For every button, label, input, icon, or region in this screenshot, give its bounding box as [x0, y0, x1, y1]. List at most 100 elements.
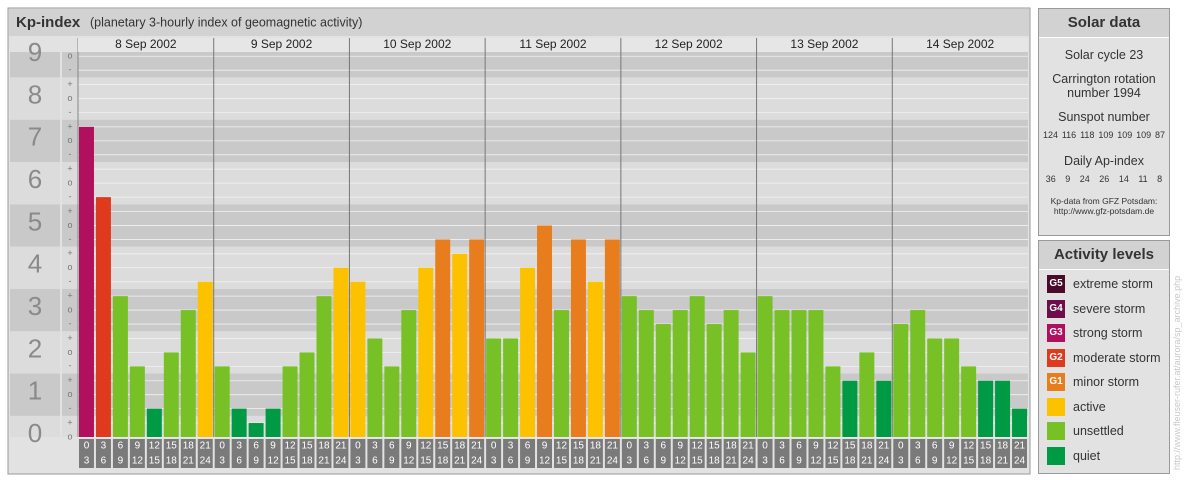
subtick-label: o: [67, 431, 72, 441]
legend-title: Activity levels: [1039, 241, 1169, 270]
legend-badge: G5: [1047, 275, 1065, 294]
interval-from: 6: [389, 441, 395, 452]
interval-from: 9: [135, 441, 141, 452]
interval-cell: [503, 439, 519, 468]
interval-from: 12: [827, 441, 839, 452]
bar: [842, 380, 858, 437]
legend-panel: Activity levels G5 extreme storm G4 severe …: [1038, 240, 1170, 474]
y-tick-label: 7: [28, 122, 42, 152]
subtick-label: +: [67, 333, 72, 343]
interval-from: 0: [219, 441, 225, 452]
subtick-label: o: [67, 178, 72, 188]
interval-cell: [587, 439, 603, 468]
sunspot-value: 109: [1098, 130, 1114, 140]
date-label: 10 Sep 2002: [383, 37, 451, 51]
source-url: http://www.gfz-potsdam.de: [1053, 206, 1155, 216]
bar: [418, 267, 434, 437]
y-tick-label: 6: [28, 164, 42, 194]
bar: [282, 366, 298, 437]
subtick-label: -: [69, 361, 72, 371]
y-tick-label: 1: [28, 376, 42, 406]
legend-badge: G3: [1047, 324, 1065, 343]
interval-to: 12: [268, 456, 280, 467]
interval-cell: [842, 439, 858, 468]
legend-badge: [1047, 422, 1065, 441]
interval-cell: [791, 439, 807, 468]
interval-to: 24: [743, 456, 755, 467]
title-bar: [9, 9, 1029, 36]
interval-cell: [859, 439, 875, 468]
subtick-label: o: [67, 304, 72, 314]
legend-item: G2 moderate storm: [1039, 346, 1169, 371]
subtick-label: -: [69, 107, 72, 117]
bar: [367, 338, 383, 437]
bar: [774, 310, 790, 437]
bar: [621, 296, 637, 437]
bar: [520, 267, 536, 437]
y-tick-label: 5: [28, 206, 42, 236]
bar: [248, 423, 264, 437]
interval-cell: [537, 439, 552, 468]
interval-from: 6: [660, 441, 666, 452]
interval-cell: [401, 439, 417, 468]
interval-cell: [604, 439, 620, 468]
subtick-label: o: [67, 262, 72, 272]
interval-to: 3: [762, 456, 768, 467]
interval-from: 21: [200, 441, 212, 452]
interval-cell: [486, 439, 502, 468]
legend-label: extreme storm: [1073, 277, 1153, 292]
interval-from: 6: [932, 441, 938, 452]
legend-item: G4 severe storm: [1039, 297, 1169, 322]
bar: [638, 310, 654, 437]
subtick-label: -: [69, 276, 72, 286]
bar: [486, 338, 502, 437]
carrington: Carrington rotation number 1994: [1052, 72, 1156, 100]
interval-to: 6: [644, 456, 650, 467]
subtick-label: -: [69, 403, 72, 413]
legend-label: quiet: [1073, 448, 1101, 463]
bar: [469, 239, 485, 437]
bar: [503, 338, 519, 437]
legend-item: G3 strong storm: [1039, 321, 1169, 346]
interval-from: 18: [726, 441, 738, 452]
interval-from: 3: [644, 441, 650, 452]
interval-cell: [961, 439, 977, 468]
legend-label: active: [1073, 399, 1106, 414]
band: [10, 162, 60, 205]
bar: [180, 310, 196, 437]
subtick-label: o: [67, 93, 72, 103]
interval-to: 3: [219, 456, 225, 467]
interval-cell: [146, 439, 162, 468]
interval-to: 12: [810, 456, 822, 467]
interval-cell: [723, 439, 739, 468]
interval-from: 12: [420, 441, 432, 452]
bar: [876, 380, 892, 437]
interval-to: 24: [200, 456, 212, 467]
y-tick-label: 0: [28, 418, 42, 448]
interval-cell: [333, 439, 349, 468]
interval-cell: [384, 439, 400, 468]
subtick-label: o: [67, 220, 72, 230]
interval-to: 18: [573, 456, 585, 467]
interval-from: 9: [270, 441, 276, 452]
bar: [893, 324, 909, 437]
interval-to: 18: [301, 456, 313, 467]
interval-to: 21: [183, 456, 195, 467]
interval-from: 21: [471, 441, 483, 452]
interval-cell: [570, 439, 586, 468]
ap-value: 36: [1045, 174, 1056, 184]
bar: [1012, 408, 1027, 437]
interval-cell: [774, 439, 790, 468]
interval-cell: [299, 439, 315, 468]
interval-from: 12: [692, 441, 704, 452]
interval-to: 15: [284, 456, 296, 467]
legend-badge: G4: [1047, 299, 1065, 318]
legend-item: G5 extreme storm: [1039, 272, 1169, 297]
interval-cell: [367, 439, 383, 468]
legend-label: severe storm: [1073, 301, 1146, 316]
interval-cell: [418, 439, 434, 468]
interval-to: 21: [997, 456, 1009, 467]
legend-label: strong storm: [1073, 326, 1143, 341]
subtick-label: o: [67, 135, 72, 145]
interval-cell: [621, 439, 637, 468]
